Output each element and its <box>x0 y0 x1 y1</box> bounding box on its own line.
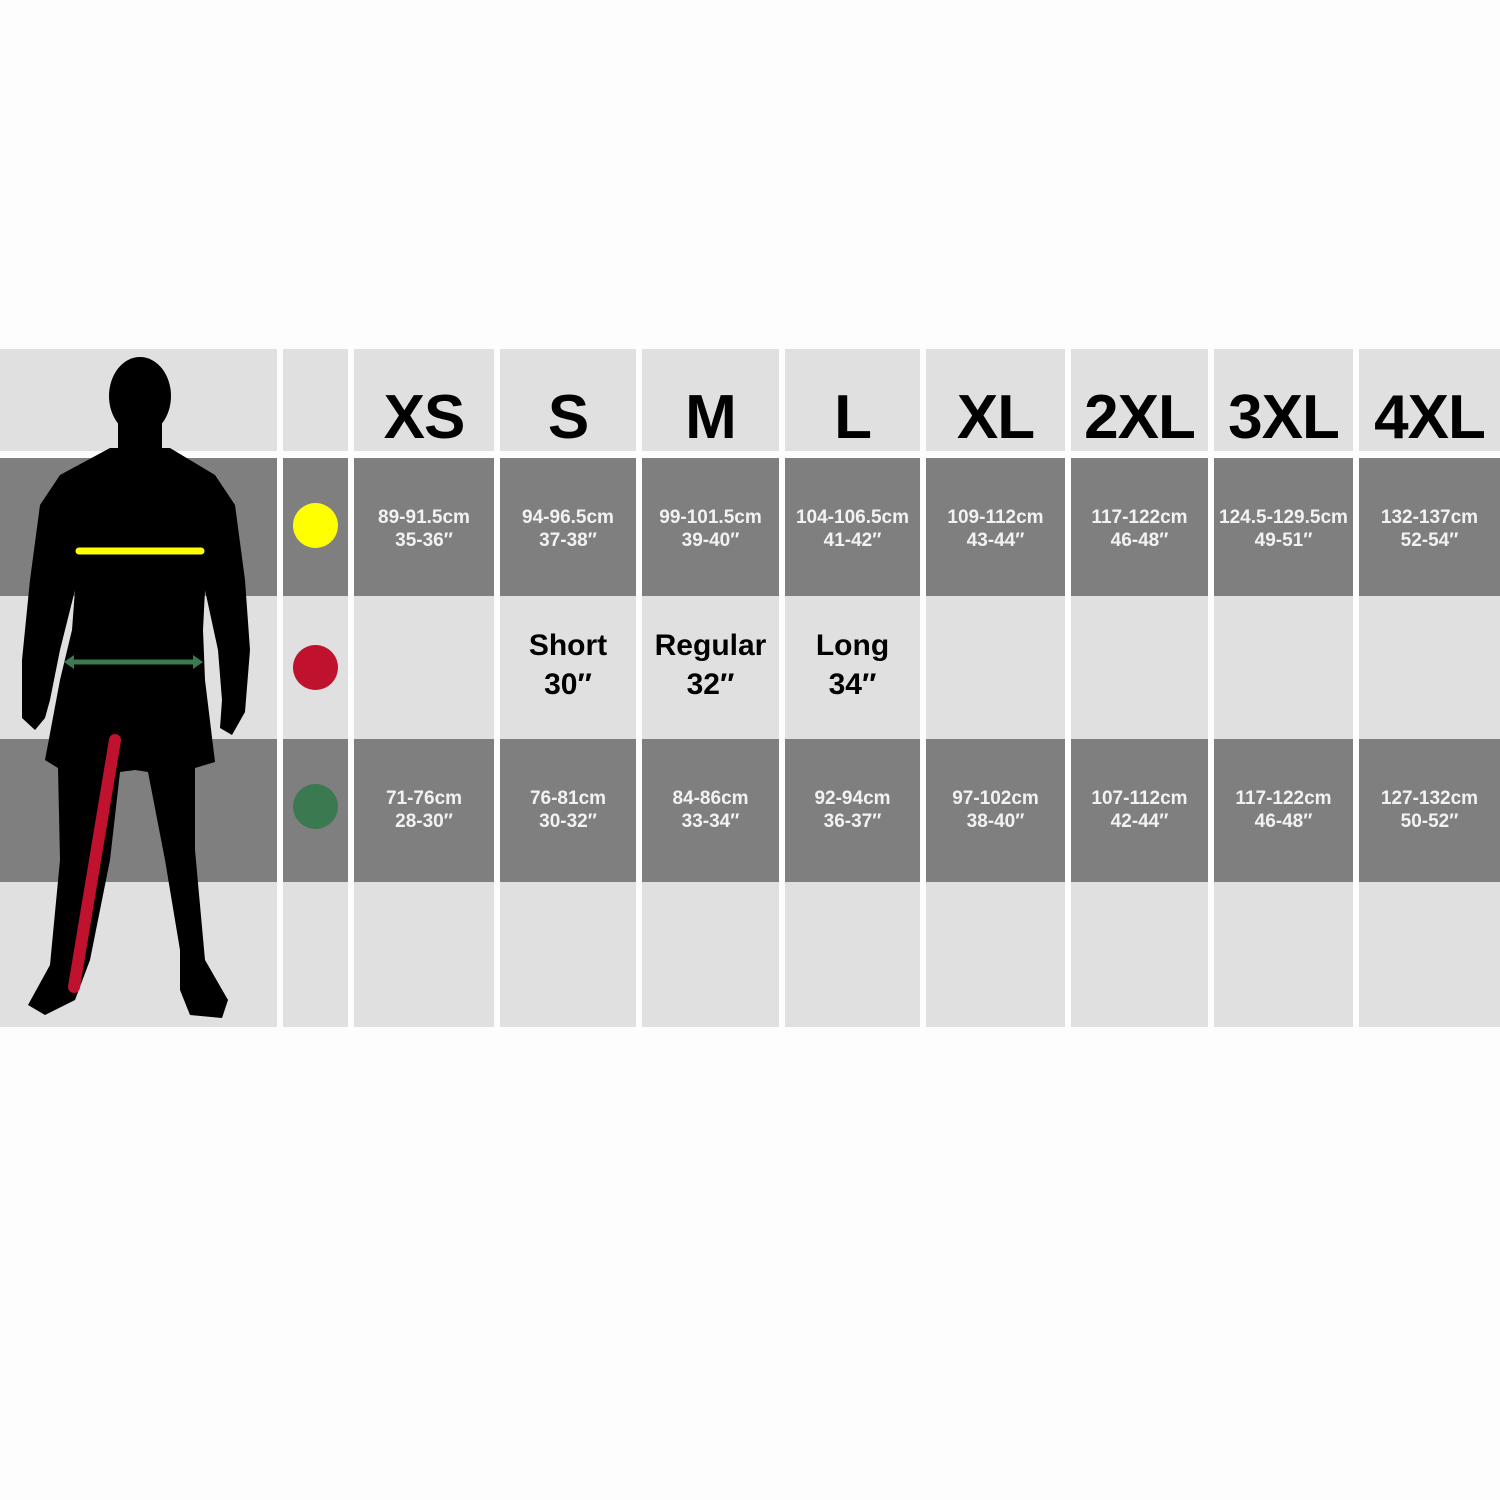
leg-cell: Regular 32″ <box>642 596 779 739</box>
waist-cm: 71-76cm <box>385 788 463 809</box>
leg-measure-line <box>68 734 121 993</box>
size-label: 4XL <box>1374 383 1486 452</box>
waist-in: 28-30″ <box>395 811 453 832</box>
chest-in: 39-40″ <box>681 530 740 551</box>
size-column: XL 109-112cm 43-44″ 97-102cm 38-40″ <box>926 349 1065 1027</box>
waist-cm: 84-86cm <box>672 788 749 809</box>
size-header: M <box>642 349 779 451</box>
leg-name: Short <box>528 628 608 662</box>
chest-cm: 89-91.5cm <box>378 507 470 528</box>
chest-cm: 104-106.5cm <box>795 507 910 528</box>
figure-column <box>0 349 277 1027</box>
waist-in: 36-37″ <box>823 811 882 832</box>
leg-cell <box>354 596 494 739</box>
waist-in: 50-52″ <box>1400 811 1459 832</box>
leg-length: 32″ <box>686 667 735 701</box>
size-label: L <box>834 383 872 452</box>
size-header: 2XL <box>1071 349 1208 451</box>
chest-in: 37-38″ <box>539 530 597 551</box>
size-label: 2XL <box>1084 383 1196 452</box>
size-header: XS <box>354 349 494 451</box>
leg-name: Regular <box>654 628 767 662</box>
waist-cm: 107-112cm <box>1091 788 1188 809</box>
waist-cell: 92-94cm 36-37″ <box>785 739 920 882</box>
size-column: 3XL 124.5-129.5cm 49-51″ 117-122cm 46-48… <box>1214 349 1353 1027</box>
size-column: S 94-96.5cm 37-38″ Short 30″ 76-81cm 30-… <box>500 349 636 1027</box>
waist-cm: 76-81cm <box>529 788 607 809</box>
size-header: 4XL <box>1359 349 1500 451</box>
chest-cell: 94-96.5cm 37-38″ <box>500 458 636 596</box>
chest-cell: 89-91.5cm 35-36″ <box>354 458 494 596</box>
legend-column <box>283 349 348 1027</box>
chest-cm: 109-112cm <box>947 507 1044 528</box>
chest-cm: 94-96.5cm <box>522 507 614 528</box>
chest-cm: 132-137cm <box>1380 507 1479 528</box>
chest-cell: 99-101.5cm 39-40″ <box>642 458 779 596</box>
leg-length: 30″ <box>544 667 592 701</box>
waist-in: 33-34″ <box>681 811 740 832</box>
waist-in: 38-40″ <box>966 811 1025 832</box>
leg-dot-icon <box>293 645 338 690</box>
chest-cell: 117-122cm 46-48″ <box>1071 458 1208 596</box>
chest-cell: 132-137cm 52-54″ <box>1359 458 1500 596</box>
leg-cell: Short 30″ <box>500 596 636 739</box>
size-header: 3XL <box>1214 349 1353 451</box>
chest-in: 41-42″ <box>823 530 882 551</box>
waist-in: 46-48″ <box>1254 811 1313 832</box>
chest-dot-icon <box>293 503 338 548</box>
chest-in: 49-51″ <box>1254 530 1313 551</box>
leg-length: 34″ <box>828 667 877 701</box>
size-label: 3XL <box>1228 383 1340 452</box>
waist-in: 42-44″ <box>1110 811 1169 832</box>
size-column: M 99-101.5cm 39-40″ Regular 32″ 84-86cm … <box>642 349 779 1027</box>
waist-cm: 97-102cm <box>952 788 1039 809</box>
waist-cm: 117-122cm <box>1235 788 1332 809</box>
size-header: XL <box>926 349 1065 451</box>
chest-cm: 124.5-129.5cm <box>1219 507 1348 528</box>
leg-cell: Long 34″ <box>785 596 920 739</box>
waist-in: 30-32″ <box>539 811 597 832</box>
leg-name: Long <box>815 628 890 662</box>
chest-cell: 109-112cm 43-44″ <box>926 458 1065 596</box>
waist-cell: 127-132cm 50-52″ <box>1359 739 1500 882</box>
size-label: XL <box>956 383 1035 452</box>
waist-cell: 117-122cm 46-48″ <box>1214 739 1353 882</box>
male-silhouette-icon <box>22 357 250 1018</box>
waist-cell: 76-81cm 30-32″ <box>500 739 636 882</box>
size-label: XS <box>383 383 466 452</box>
leg-cell <box>1071 596 1208 739</box>
leg-cell <box>1359 596 1500 739</box>
chest-in: 52-54″ <box>1400 530 1459 551</box>
size-column: XS 89-91.5cm 35-36″ 71-76cm 28-30″ <box>354 349 494 1027</box>
waist-dot-icon <box>293 784 338 829</box>
size-label: S <box>547 383 589 452</box>
chest-cm: 99-101.5cm <box>659 507 762 528</box>
leg-cell <box>1214 596 1353 739</box>
size-column: 2XL 117-122cm 46-48″ 107-112cm 42-44″ <box>1071 349 1208 1027</box>
chest-in: 35-36″ <box>395 530 453 551</box>
size-column: L 104-106.5cm 41-42″ Long 34″ 92-94cm 36… <box>785 349 920 1027</box>
waist-cell: 84-86cm 33-34″ <box>642 739 779 882</box>
size-chart: XS 89-91.5cm 35-36″ 71-76cm 28-30″ S 94-… <box>0 349 1500 1027</box>
size-header: L <box>785 349 920 451</box>
waist-measure-arrow <box>64 655 203 669</box>
size-label: M <box>685 383 737 452</box>
size-header: S <box>500 349 636 451</box>
chest-in: 43-44″ <box>966 530 1025 551</box>
waist-cm: 92-94cm <box>814 788 891 809</box>
chest-cell: 124.5-129.5cm 49-51″ <box>1214 458 1353 596</box>
waist-cell: 71-76cm 28-30″ <box>354 739 494 882</box>
waist-cm: 127-132cm <box>1380 788 1479 809</box>
waist-cell: 107-112cm 42-44″ <box>1071 739 1208 882</box>
leg-cell <box>926 596 1065 739</box>
chest-cm: 117-122cm <box>1091 507 1188 528</box>
chest-cell: 104-106.5cm 41-42″ <box>785 458 920 596</box>
size-column: 4XL 132-137cm 52-54″ 127-132cm 50-52″ <box>1359 349 1500 1027</box>
waist-cell: 97-102cm 38-40″ <box>926 739 1065 882</box>
chest-in: 46-48″ <box>1110 530 1169 551</box>
